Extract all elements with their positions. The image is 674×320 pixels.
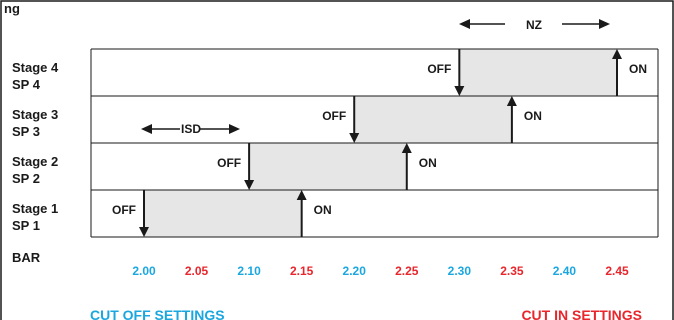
on-arrowhead-4 — [612, 49, 622, 59]
tick-label-9: 2.45 — [605, 264, 629, 278]
on-label-2: ON — [419, 156, 437, 170]
tick-label-7: 2.35 — [500, 264, 524, 278]
on-arrowhead-2 — [401, 143, 412, 153]
off-arrowhead-1 — [139, 227, 149, 237]
off-label-3: OFF — [322, 109, 346, 123]
off-arrowhead-2 — [244, 180, 255, 190]
nz-left-arrowhead — [459, 19, 470, 29]
stage-label-1: Stage 1 — [12, 201, 58, 216]
on-label-4: ON — [629, 62, 647, 76]
cut-off-settings-label: CUT OFF SETTINGS — [90, 307, 225, 320]
sp-label-4: SP 4 — [12, 77, 41, 92]
isd-label: ISD — [181, 122, 201, 136]
stage-label-3: Stage 3 — [12, 107, 58, 122]
tick-label-5: 2.25 — [395, 264, 419, 278]
nz-label: NZ — [526, 18, 542, 32]
on-arrowhead-1 — [296, 190, 307, 200]
on-arrowhead-3 — [506, 96, 517, 106]
off-label-1: OFF — [112, 203, 136, 217]
off-arrowhead-3 — [349, 133, 360, 143]
tick-label-8: 2.40 — [553, 264, 577, 278]
top-text-fragment: ng — [4, 1, 20, 16]
tick-label-0: 2.00 — [132, 264, 156, 278]
isd-left-arrowhead — [141, 124, 152, 134]
on-label-1: ON — [314, 203, 332, 217]
tick-label-1: 2.05 — [185, 264, 209, 278]
sp-label-1: SP 1 — [12, 218, 40, 233]
stage-band-2 — [249, 143, 407, 190]
on-label-3: ON — [524, 109, 542, 123]
tick-label-3: 2.15 — [290, 264, 314, 278]
off-label-2: OFF — [217, 156, 241, 170]
stage-band-4 — [459, 49, 617, 96]
stage-label-2: Stage 2 — [12, 154, 58, 169]
sp-label-2: SP 2 — [12, 171, 40, 186]
tick-label-6: 2.30 — [448, 264, 472, 278]
tick-label-2: 2.10 — [237, 264, 261, 278]
nz-right-arrowhead — [599, 19, 610, 29]
cut-in-settings-label: CUT IN SETTINGS — [521, 307, 642, 320]
sp-label-3: SP 3 — [12, 124, 40, 139]
stage-label-4: Stage 4 — [12, 60, 59, 75]
stage-band-3 — [354, 96, 512, 143]
off-arrowhead-4 — [454, 86, 465, 96]
tick-label-4: 2.20 — [343, 264, 367, 278]
off-label-4: OFF — [427, 62, 451, 76]
bar-label: BAR — [12, 250, 41, 265]
stage-band-1 — [144, 190, 302, 237]
isd-right-arrowhead — [229, 124, 240, 134]
